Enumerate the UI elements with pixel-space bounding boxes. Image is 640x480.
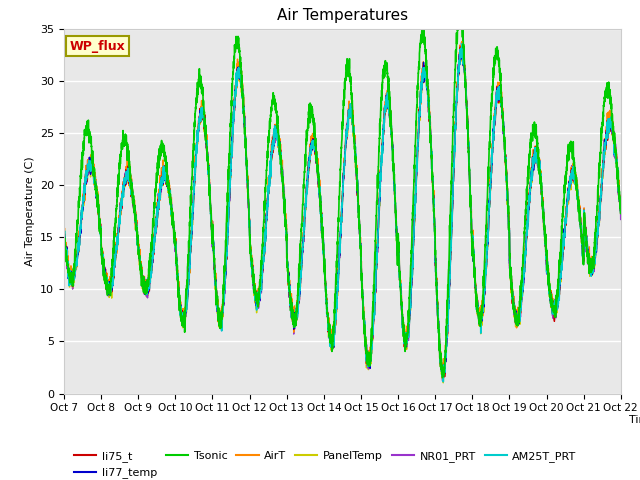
li77_temp (616, 204, 624, 210)
Tsonic (322, 284, 330, 290)
Tsonic (438, 375, 446, 381)
PanelTemp (440, 380, 447, 385)
AirT (438, 376, 446, 382)
li75_t (616, 207, 624, 213)
PanelTemp (458, 45, 466, 51)
AirT (616, 199, 624, 205)
Title: Air Temperatures: Air Temperatures (277, 9, 408, 24)
NR01_PRT (322, 283, 330, 288)
Line: AirT: AirT (64, 41, 621, 379)
NR01_PRT (458, 40, 465, 46)
li77_temp (160, 170, 168, 176)
Line: li77_temp: li77_temp (64, 45, 621, 380)
Tsonic (616, 194, 624, 200)
li77_temp (440, 377, 447, 383)
PanelTemp (468, 217, 476, 223)
li75_t (499, 118, 507, 124)
li75_t (60, 231, 68, 237)
AirT (60, 228, 68, 234)
AM25T_PRT (60, 236, 68, 241)
li75_t (436, 354, 444, 360)
Legend: li75_t, li77_temp, Tsonic, AirT, PanelTemp, NR01_PRT, AM25T_PRT: li75_t, li77_temp, Tsonic, AirT, PanelTe… (70, 446, 581, 480)
li77_temp (322, 280, 330, 286)
AirT (617, 204, 625, 209)
Tsonic (160, 151, 168, 156)
li77_temp (458, 42, 466, 48)
li75_t (468, 219, 476, 225)
Tsonic (418, 26, 426, 32)
NR01_PRT (616, 204, 624, 210)
AM25T_PRT (616, 201, 624, 206)
AirT (322, 278, 330, 284)
AirT (468, 206, 476, 212)
PanelTemp (322, 288, 330, 294)
NR01_PRT (617, 202, 625, 208)
Y-axis label: Air Temperature (C): Air Temperature (C) (24, 156, 35, 266)
NR01_PRT (60, 232, 68, 238)
Tsonic (617, 209, 625, 215)
li77_temp (617, 208, 625, 214)
Line: Tsonic: Tsonic (64, 29, 621, 378)
PanelTemp (617, 208, 625, 214)
Tsonic (499, 120, 507, 125)
Line: AM25T_PRT: AM25T_PRT (64, 44, 621, 382)
li77_temp (499, 114, 507, 120)
li75_t (458, 42, 466, 48)
li77_temp (60, 233, 68, 239)
PanelTemp (499, 115, 507, 120)
li77_temp (436, 353, 444, 359)
AM25T_PRT (617, 204, 625, 210)
li75_t (322, 284, 330, 289)
AM25T_PRT (322, 281, 330, 287)
AM25T_PRT (468, 216, 476, 222)
Tsonic (60, 238, 68, 243)
NR01_PRT (160, 176, 168, 181)
PanelTemp (60, 237, 68, 243)
AM25T_PRT (436, 351, 444, 357)
li75_t (440, 378, 447, 384)
NR01_PRT (438, 378, 446, 384)
PanelTemp (436, 355, 444, 361)
Tsonic (436, 352, 444, 358)
li75_t (617, 200, 625, 205)
Text: WP_flux: WP_flux (70, 40, 125, 53)
AM25T_PRT (440, 379, 447, 384)
Line: PanelTemp: PanelTemp (64, 48, 621, 383)
AirT (160, 166, 168, 172)
PanelTemp (160, 169, 168, 175)
Line: NR01_PRT: NR01_PRT (64, 43, 621, 381)
NR01_PRT (436, 351, 444, 357)
AirT (499, 116, 507, 122)
NR01_PRT (499, 110, 507, 116)
li75_t (160, 171, 168, 177)
Line: li75_t: li75_t (64, 45, 621, 381)
NR01_PRT (468, 219, 476, 225)
AirT (458, 38, 466, 44)
li77_temp (468, 215, 476, 220)
X-axis label: Time: Time (630, 416, 640, 425)
AM25T_PRT (499, 115, 507, 121)
AM25T_PRT (160, 170, 168, 176)
Tsonic (468, 227, 476, 233)
PanelTemp (616, 201, 624, 206)
AM25T_PRT (458, 41, 466, 47)
AirT (436, 349, 444, 355)
